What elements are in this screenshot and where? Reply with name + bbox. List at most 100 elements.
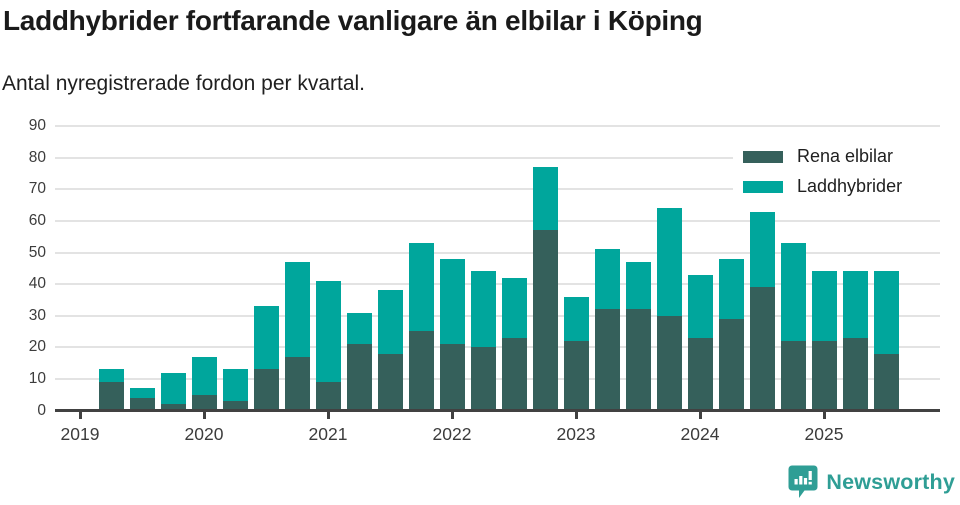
bar-segment-laddhybrider bbox=[377, 290, 403, 354]
x-axis-tick bbox=[699, 412, 702, 419]
bar-2019-Q3 bbox=[129, 388, 155, 411]
bar-2023-Q4 bbox=[656, 208, 682, 411]
bar-2022-Q2 bbox=[470, 271, 496, 411]
y-axis-tick-label: 10 bbox=[28, 369, 46, 387]
chart-subtitle: Antal nyregistrerade fordon per kvartal. bbox=[2, 72, 366, 95]
bar-segment-rena-elbilar bbox=[222, 401, 248, 411]
chart-legend: Rena elbilar Laddhybrider bbox=[733, 137, 950, 212]
bar-2025-Q2 bbox=[842, 271, 868, 411]
bar-segment-laddhybrider bbox=[222, 369, 248, 401]
x-axis-year-label: 2024 bbox=[680, 423, 720, 444]
x-axis-year-label: 2023 bbox=[556, 423, 596, 444]
bar-2025-Q3 bbox=[873, 271, 899, 411]
bar-segment-laddhybrider bbox=[563, 296, 589, 341]
x-axis-tick bbox=[451, 412, 454, 419]
bar-segment-rena-elbilar bbox=[749, 287, 775, 411]
y-axis-tick-label: 90 bbox=[28, 117, 46, 135]
gridline-50 bbox=[55, 251, 940, 254]
y-axis-tick-label: 60 bbox=[28, 211, 46, 229]
bar-2021-Q1 bbox=[315, 280, 341, 411]
y-axis-tick-label: 50 bbox=[28, 243, 46, 261]
bar-2019-Q4 bbox=[160, 372, 186, 411]
bar-segment-laddhybrider bbox=[346, 312, 372, 345]
bar-segment-laddhybrider bbox=[98, 369, 124, 383]
bar-2023-Q3 bbox=[625, 261, 651, 411]
newsworthy-logo: Newsworthy bbox=[788, 465, 955, 499]
bar-segment-rena-elbilar bbox=[842, 337, 868, 411]
bar-segment-rena-elbilar bbox=[129, 397, 155, 411]
bar-segment-rena-elbilar bbox=[873, 353, 899, 411]
gridline-30 bbox=[55, 314, 940, 317]
bar-segment-rena-elbilar bbox=[625, 309, 651, 411]
bar-2020-Q4 bbox=[284, 261, 310, 411]
bar-segment-rena-elbilar bbox=[408, 331, 434, 411]
gridline-40 bbox=[55, 283, 940, 286]
gridline-80 bbox=[55, 156, 940, 159]
bar-2022-Q1 bbox=[439, 258, 465, 411]
bar-segment-laddhybrider bbox=[656, 208, 682, 316]
bar-2021-Q3 bbox=[377, 290, 403, 411]
gridline-60 bbox=[55, 219, 940, 222]
bar-2022-Q4 bbox=[532, 167, 558, 411]
y-axis-tick-label: 30 bbox=[28, 306, 46, 324]
bar-segment-laddhybrider bbox=[532, 167, 558, 231]
x-axis-tick bbox=[203, 412, 206, 419]
bar-segment-rena-elbilar bbox=[501, 337, 527, 411]
legend-item-laddhybrider: Laddhybrider bbox=[743, 176, 950, 197]
bar-segment-rena-elbilar bbox=[98, 382, 124, 411]
legend-swatch-rena-elbilar bbox=[743, 150, 783, 163]
bar-segment-rena-elbilar bbox=[780, 340, 806, 411]
x-axis-tick bbox=[79, 412, 82, 419]
bar-2020-Q2 bbox=[222, 369, 248, 411]
bar-segment-rena-elbilar bbox=[532, 230, 558, 411]
bar-segment-laddhybrider bbox=[191, 356, 217, 395]
bar-2024-Q4 bbox=[780, 243, 806, 411]
x-axis-tick bbox=[327, 412, 330, 419]
page-title: Laddhybrider fortfarande vanligare än el… bbox=[3, 5, 703, 36]
bar-segment-rena-elbilar bbox=[284, 356, 310, 411]
bar-segment-laddhybrider bbox=[625, 261, 651, 310]
bar-segment-rena-elbilar bbox=[160, 404, 186, 411]
bar-segment-rena-elbilar bbox=[811, 340, 837, 411]
bar-segment-rena-elbilar bbox=[346, 344, 372, 411]
bar-segment-rena-elbilar bbox=[439, 344, 465, 411]
bar-segment-rena-elbilar bbox=[594, 309, 620, 411]
bar-segment-rena-elbilar bbox=[687, 337, 713, 411]
bar-segment-laddhybrider bbox=[842, 271, 868, 338]
gridline-20 bbox=[55, 346, 940, 349]
y-axis-tick-label: 20 bbox=[28, 338, 46, 356]
newsworthy-chart-bubble-icon bbox=[788, 465, 818, 498]
legend-swatch-laddhybrider bbox=[743, 180, 783, 193]
x-axis-tick bbox=[575, 412, 578, 419]
bar-2019-Q2 bbox=[98, 369, 124, 411]
bar-segment-rena-elbilar bbox=[191, 394, 217, 411]
y-axis-tick-label: 80 bbox=[28, 148, 46, 166]
bar-2025-Q1 bbox=[811, 271, 837, 411]
bar-segment-laddhybrider bbox=[439, 258, 465, 345]
bar-2023-Q1 bbox=[563, 296, 589, 411]
legend-item-rena-elbilar: Rena elbilar bbox=[743, 146, 950, 167]
bar-segment-laddhybrider bbox=[315, 280, 341, 383]
x-axis-year-label: 2020 bbox=[184, 423, 224, 444]
bar-segment-laddhybrider bbox=[873, 271, 899, 354]
bar-2024-Q1 bbox=[687, 274, 713, 411]
legend-label: Laddhybrider bbox=[797, 176, 903, 196]
bar-segment-laddhybrider bbox=[408, 243, 434, 332]
bar-segment-rena-elbilar bbox=[377, 353, 403, 411]
bar-2024-Q3 bbox=[749, 211, 775, 411]
bar-2021-Q2 bbox=[346, 312, 372, 411]
bar-segment-rena-elbilar bbox=[253, 369, 279, 411]
x-axis-year-label: 2021 bbox=[308, 423, 348, 444]
x-axis-year-label: 2019 bbox=[60, 423, 100, 444]
bar-segment-rena-elbilar bbox=[656, 315, 682, 411]
y-axis-tick-label: 70 bbox=[28, 180, 46, 198]
bar-segment-laddhybrider bbox=[129, 388, 155, 398]
bar-segment-rena-elbilar bbox=[470, 347, 496, 411]
bar-segment-rena-elbilar bbox=[718, 318, 744, 411]
bar-segment-laddhybrider bbox=[749, 211, 775, 288]
bar-segment-rena-elbilar bbox=[315, 382, 341, 411]
bar-segment-laddhybrider bbox=[253, 306, 279, 370]
bar-segment-laddhybrider bbox=[594, 249, 620, 310]
gridline-10 bbox=[55, 377, 940, 380]
